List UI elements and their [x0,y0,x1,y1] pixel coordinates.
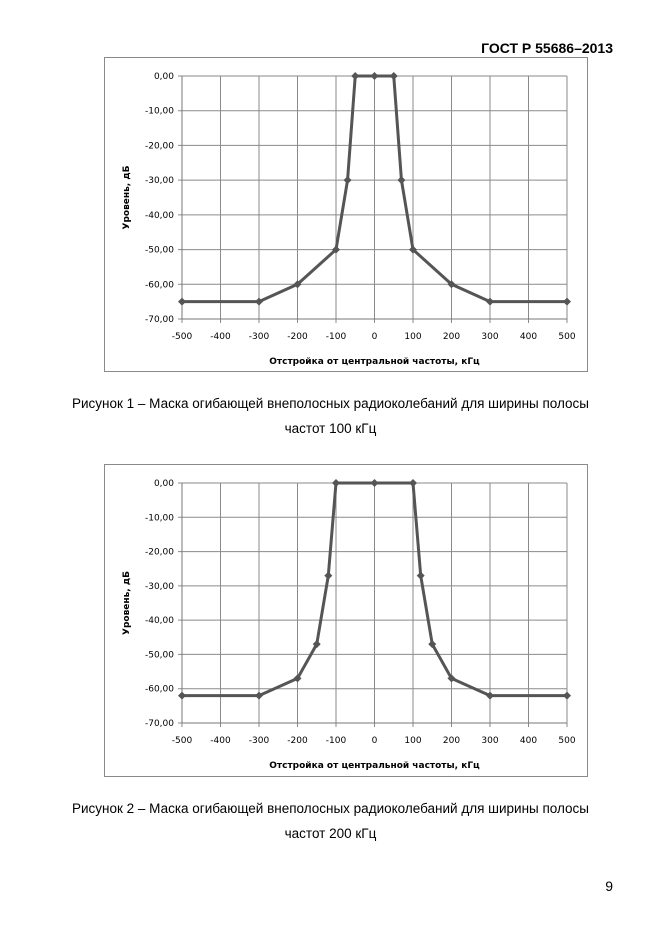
y-axis-title: Уровень, дБ [122,165,132,229]
data-point-marker [370,479,379,487]
y-tick-label: -70,00 [145,315,174,325]
data-point-marker [255,691,263,700]
data-point-marker [416,571,425,580]
data-point-marker [486,297,494,306]
x-tick-label: 500 [558,332,575,342]
x-tick-label: 400 [520,332,537,342]
data-point-marker [255,297,263,306]
data-point-marker [486,691,494,700]
caption-line-1: Рисунок 1 – Маска огибающей внеполосных … [71,396,589,411]
y-axis-title: Уровень, дБ [122,571,132,635]
x-tick-label: -300 [249,736,270,746]
x-tick-label: 200 [443,332,460,342]
caption-line-2: частот 100 кГц [284,421,377,436]
y-tick-label: -30,00 [145,176,174,186]
x-tick-label: -400 [210,332,231,342]
y-tick-label: -10,00 [145,513,174,523]
x-tick-label: -200 [287,736,308,746]
y-tick-label: -20,00 [145,548,174,558]
figure-2-caption: Рисунок 2 – Маска огибающей внеполосных … [0,796,661,846]
x-tick-label: -400 [210,736,231,746]
data-point-marker [293,280,302,289]
x-tick-label: 500 [558,736,575,746]
y-tick-label: 0,00 [154,72,174,82]
y-tick-label: -60,00 [145,280,174,290]
x-axis-title: Отстройка от центральной частоты, кГц [269,761,480,771]
chart-1: -500 -400 -300 -200 -100 0 100 200 300 400 500 0,00… [122,72,576,367]
x-tick-label: 100 [404,332,421,342]
data-point-marker [409,245,417,254]
data-point-marker [312,640,321,649]
x-tick-label: 100 [404,736,421,746]
page-number: 9 [605,878,613,894]
x-tick-label: 200 [443,736,460,746]
x-tick-label: -100 [326,736,347,746]
figure-1-frame: -500 -400 -300 -200 -100 0 100 200 300 400 500 0,00… [104,57,588,372]
y-tick-label: -50,00 [145,246,174,256]
caption-line-2: частот 200 кГц [284,826,377,841]
data-point-marker [447,674,456,683]
y-tick-label: 0,00 [154,479,174,489]
y-tick-label: -70,00 [145,719,174,729]
data-point-marker [293,674,302,683]
data-point-marker [447,280,456,289]
chart-2: -500 -400 -300 -200 -100 0 100 200 300 400 500 0,00… [122,479,576,771]
data-point-marker [397,176,406,185]
data-point-marker [178,297,186,306]
caption-line-1: Рисунок 2 – Маска огибающей внеполосных … [71,801,589,816]
data-point-marker [389,72,398,80]
y-tick-label: -30,00 [145,582,174,592]
data-point-marker [563,297,571,306]
figure-1-caption: Рисунок 1 – Маска огибающей внеполосных … [0,391,661,441]
data-point-marker [409,479,417,487]
x-tick-label: 400 [520,736,537,746]
x-axis-title: Отстройка от центральной частоты, кГц [269,357,480,367]
x-tick-label: -200 [287,332,308,342]
x-tick-label: -500 [172,332,193,342]
y-tick-label: -50,00 [145,650,174,660]
data-point-marker [332,479,340,487]
y-tick-label: -20,00 [145,141,174,151]
y-tick-label: -60,00 [145,685,174,695]
y-tick-label: -40,00 [145,616,174,626]
data-point-marker [370,72,379,80]
data-point-marker [343,176,352,185]
y-tick-label: -10,00 [145,107,174,117]
x-tick-label: -300 [249,332,270,342]
data-point-marker [428,640,437,649]
figure-2-frame: -500 -400 -300 -200 -100 0 100 200 300 400 500 0,00… [104,464,588,777]
standard-header: ГОСТ Р 55686–2013 [481,40,613,56]
x-tick-label: 300 [481,332,498,342]
x-tick-label: 300 [481,736,498,746]
data-point-marker [178,691,186,700]
y-tick-label: -40,00 [145,211,174,221]
x-tick-label: -100 [326,332,347,342]
x-tick-label: 0 [372,736,378,746]
x-tick-label: -500 [172,736,193,746]
data-point-marker [332,245,340,254]
x-tick-label: 0 [372,332,378,342]
data-point-marker [563,691,571,700]
data-point-marker [324,571,333,580]
data-point-marker [351,72,360,80]
